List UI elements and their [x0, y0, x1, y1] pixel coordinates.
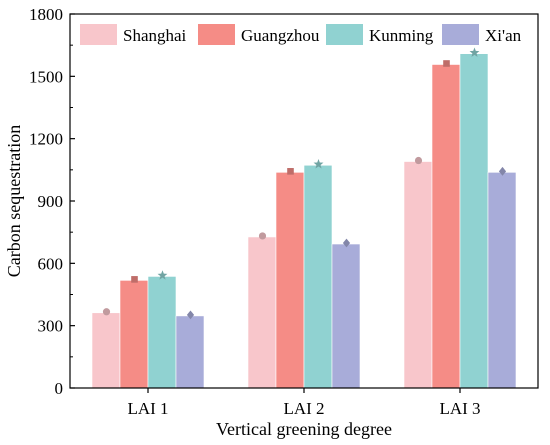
marker-circle-icon [102, 308, 111, 316]
legend-label: Xi'an [485, 26, 522, 45]
bars-layer [91, 53, 517, 389]
bar-guangzhou-lai-1 [119, 280, 149, 389]
x-tick-label: LAI 3 [439, 399, 480, 418]
x-tick-label: LAI 1 [127, 399, 168, 418]
marker-square-icon [443, 60, 450, 67]
marker-star-icon [157, 270, 168, 280]
marker-diamond-icon [186, 310, 195, 320]
legend-swatch [198, 24, 235, 45]
bar-kunming-lai-1 [147, 276, 177, 389]
marker-circle-icon [258, 232, 267, 240]
legend-label: Guangzhou [241, 26, 320, 45]
x-axis: LAI 1 LAI 2 LAI 3 [127, 388, 481, 418]
marker-circle-icon [414, 156, 423, 165]
y-axis-title: Carbon sequestration [4, 125, 24, 277]
y-tick-label: 600 [38, 254, 64, 273]
markers-layer [102, 47, 507, 320]
marker-star-icon [469, 47, 480, 57]
bar-xi-an-lai-3 [487, 172, 517, 389]
bar-guangzhou-lai-2 [275, 172, 305, 389]
y-tick-label: 1200 [29, 130, 63, 149]
bar-shanghai-lai-1 [91, 312, 121, 389]
bar-shanghai-lai-2 [247, 236, 277, 389]
x-tick-label: LAI 2 [283, 399, 324, 418]
legend-label: Kunming [369, 26, 434, 45]
marker-diamond-icon [498, 166, 507, 176]
legend-swatch [80, 24, 117, 45]
x-axis-title: Vertical greening degree [216, 419, 392, 439]
y-tick-label: 300 [38, 317, 64, 336]
legend-swatch [442, 24, 479, 45]
bar-shanghai-lai-3 [403, 161, 433, 389]
marker-star-icon [313, 159, 324, 169]
y-tick-label: 1500 [29, 67, 63, 86]
y-tick-label: 0 [55, 379, 64, 398]
legend-label: Shanghai [123, 26, 187, 45]
marker-diamond-icon [342, 238, 351, 248]
legend: Shanghai Guangzhou Kunming Xi'an [80, 24, 522, 45]
y-tick-label: 1800 [29, 5, 63, 24]
bar-xi-an-lai-2 [331, 243, 361, 389]
y-axis: 0 300 600 900 1200 1500 1800 [29, 5, 75, 398]
bar-kunming-lai-2 [303, 164, 333, 389]
marker-square-icon [131, 276, 138, 283]
bar-kunming-lai-3 [459, 53, 489, 389]
y-tick-label: 900 [38, 192, 64, 211]
marker-square-icon [287, 168, 294, 175]
bar-xi-an-lai-1 [175, 315, 205, 389]
legend-swatch [326, 24, 363, 45]
bar-guangzhou-lai-3 [431, 64, 461, 389]
